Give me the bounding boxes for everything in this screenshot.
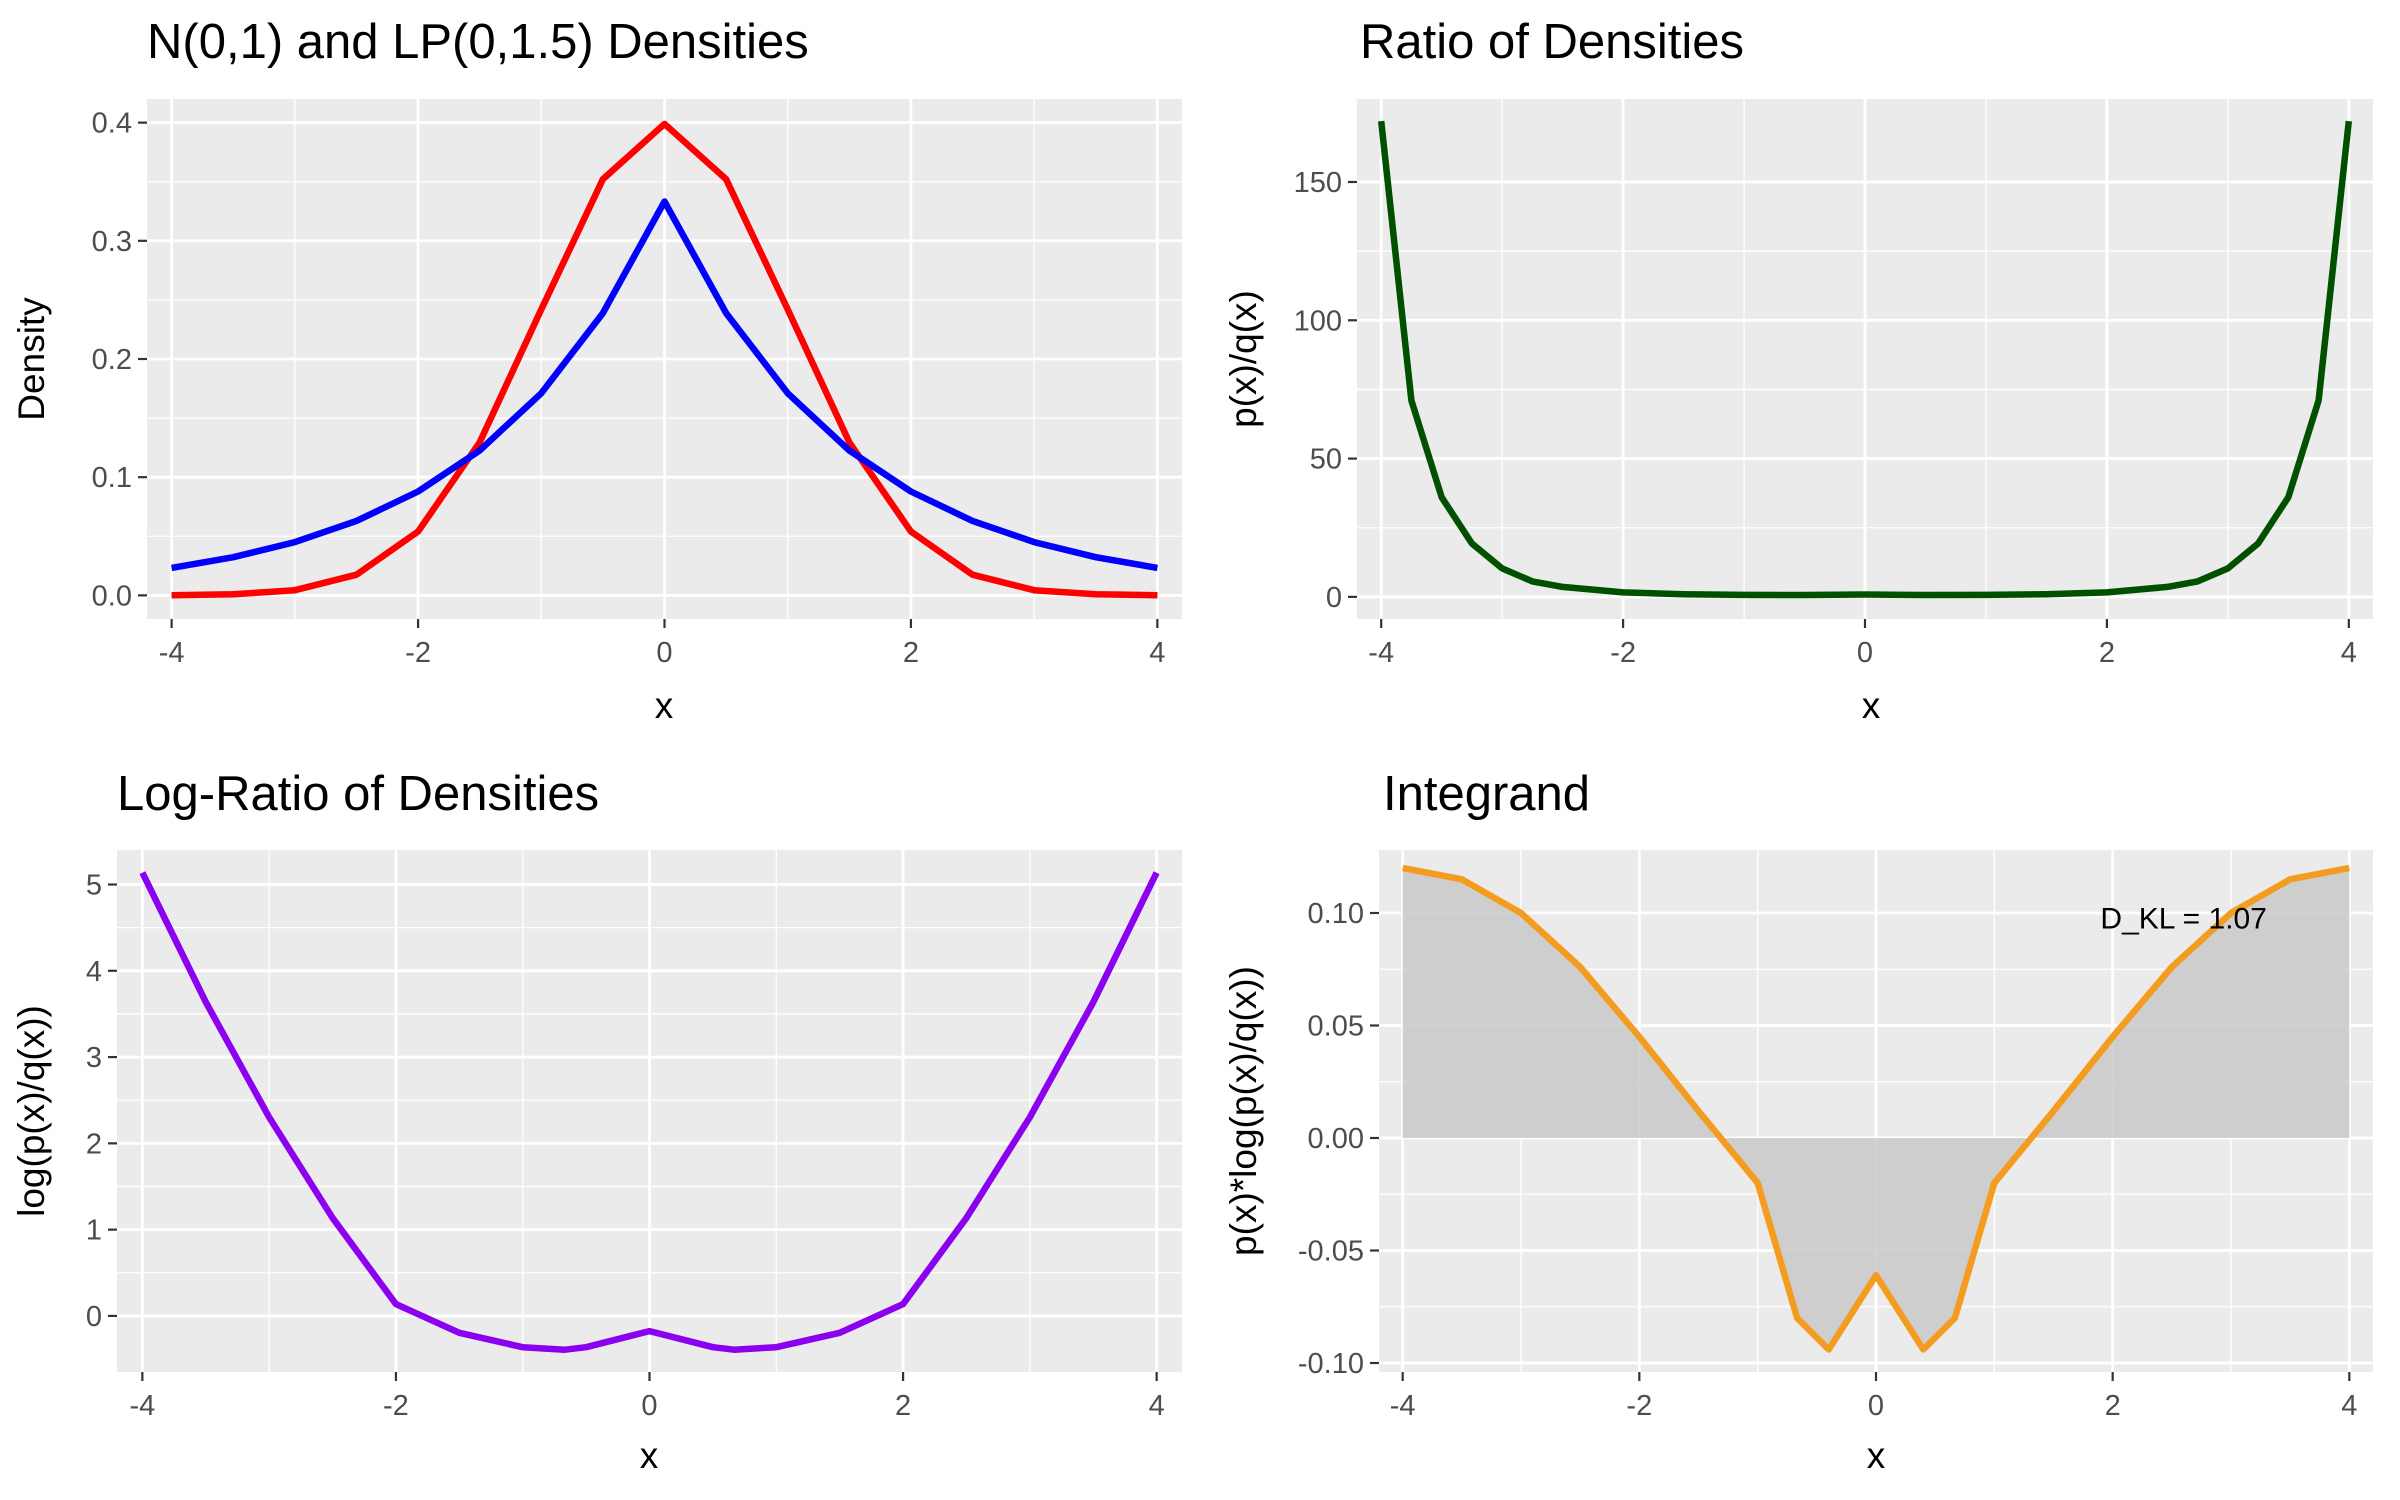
x-tick-label: 2 <box>2099 637 2115 669</box>
y-axis-title: p(x)/q(x) <box>1223 290 1264 428</box>
x-tick-label: 0 <box>1868 1390 1884 1422</box>
x-tick-label: 0 <box>1857 637 1873 669</box>
y-axis-title: p(x)*log(p(x)/q(x)) <box>1223 966 1264 1256</box>
chart-title: Log-Ratio of Densities <box>117 767 599 821</box>
x-tick-label: -2 <box>1610 637 1636 669</box>
x-tick-label: 4 <box>2341 1390 2357 1422</box>
x-axis-title: x <box>655 685 674 726</box>
series-line-1 <box>139 871 1160 1353</box>
chart-title: Integrand <box>1383 767 1590 821</box>
x-axis-title: x <box>640 1435 659 1476</box>
x-tick-label: -4 <box>1368 637 1394 669</box>
x-tick-label: -2 <box>1626 1390 1652 1422</box>
y-tick-label: -0.10 <box>1298 1348 1364 1380</box>
annotation-label: D_KL = 1.07 <box>2100 903 2267 936</box>
chart-panel-1: -4 -2 0 2 4 0.0 0.1 0.2 0.3 0.4 N(0,1) and LP(0,1.… <box>11 15 1182 726</box>
series-line-1 <box>171 120 1158 599</box>
x-tick-label: -4 <box>1390 1390 1416 1422</box>
area-fill <box>1402 868 2350 1350</box>
x-tick-label: 4 <box>1149 1390 1165 1422</box>
x-tick-label: 4 <box>2341 637 2357 669</box>
x-tick-label: 2 <box>895 1390 911 1422</box>
y-tick-label: 0.0 <box>92 580 132 612</box>
y-tick-label: 0.2 <box>92 344 132 376</box>
y-tick-label: 0 <box>86 1301 102 1333</box>
x-tick-label: -2 <box>405 637 431 669</box>
y-tick-label: 0.00 <box>1308 1123 1364 1155</box>
y-tick-label: 0.3 <box>92 226 132 258</box>
y-axis-title: log(p(x)/q(x)) <box>11 1005 52 1217</box>
y-tick-label: 2 <box>86 1128 102 1160</box>
y-tick-label: 0.10 <box>1308 898 1364 930</box>
y-tick-label: 0 <box>1326 582 1342 614</box>
chart-title: Ratio of Densities <box>1360 15 1744 69</box>
y-tick-label: 0.4 <box>92 108 132 140</box>
x-tick-label: -4 <box>159 637 185 669</box>
chart-title: N(0,1) and LP(0,1.5) Densities <box>147 15 809 69</box>
x-axis-title: x <box>1862 685 1881 726</box>
y-axis-title: Density <box>11 297 52 421</box>
x-tick-label: 0 <box>641 1390 657 1422</box>
y-tick-label: 50 <box>1310 444 1342 476</box>
x-tick-label: 2 <box>2105 1390 2121 1422</box>
y-tick-label: 1 <box>86 1215 102 1247</box>
y-tick-label: 150 <box>1294 167 1342 199</box>
y-tick-label: 3 <box>86 1042 102 1074</box>
chart-panel-4: -4 -2 0 2 4 -0.10 -0.05 0.00 0.05 0.10 D_KL = 1.07… <box>1223 767 2373 1476</box>
chart-panel-2: -4 -2 0 2 4 0 50 100 150 Ratio of Densities x p(x)/… <box>1223 15 2373 726</box>
y-tick-label: 100 <box>1294 305 1342 337</box>
chart-panel-3: -4 -2 0 2 4 0 1 2 3 4 5 Log-Ratio of Densities x log(… <box>11 767 1182 1476</box>
x-tick-label: -2 <box>383 1390 409 1422</box>
series-line-1 <box>1377 120 2353 599</box>
x-tick-label: 2 <box>903 637 919 669</box>
x-tick-label: 0 <box>656 637 672 669</box>
x-tick-label: -4 <box>129 1390 155 1422</box>
series-line-2 <box>171 198 1158 572</box>
y-tick-label: 5 <box>86 870 102 902</box>
x-tick-label: 4 <box>1149 637 1165 669</box>
x-axis-title: x <box>1867 1435 1886 1476</box>
series-line-1 <box>1402 864 2350 1353</box>
y-tick-label: -0.05 <box>1298 1236 1364 1268</box>
y-tick-label: 4 <box>86 956 102 988</box>
y-tick-label: 0.1 <box>92 462 132 494</box>
y-tick-label: 0.05 <box>1308 1011 1364 1043</box>
